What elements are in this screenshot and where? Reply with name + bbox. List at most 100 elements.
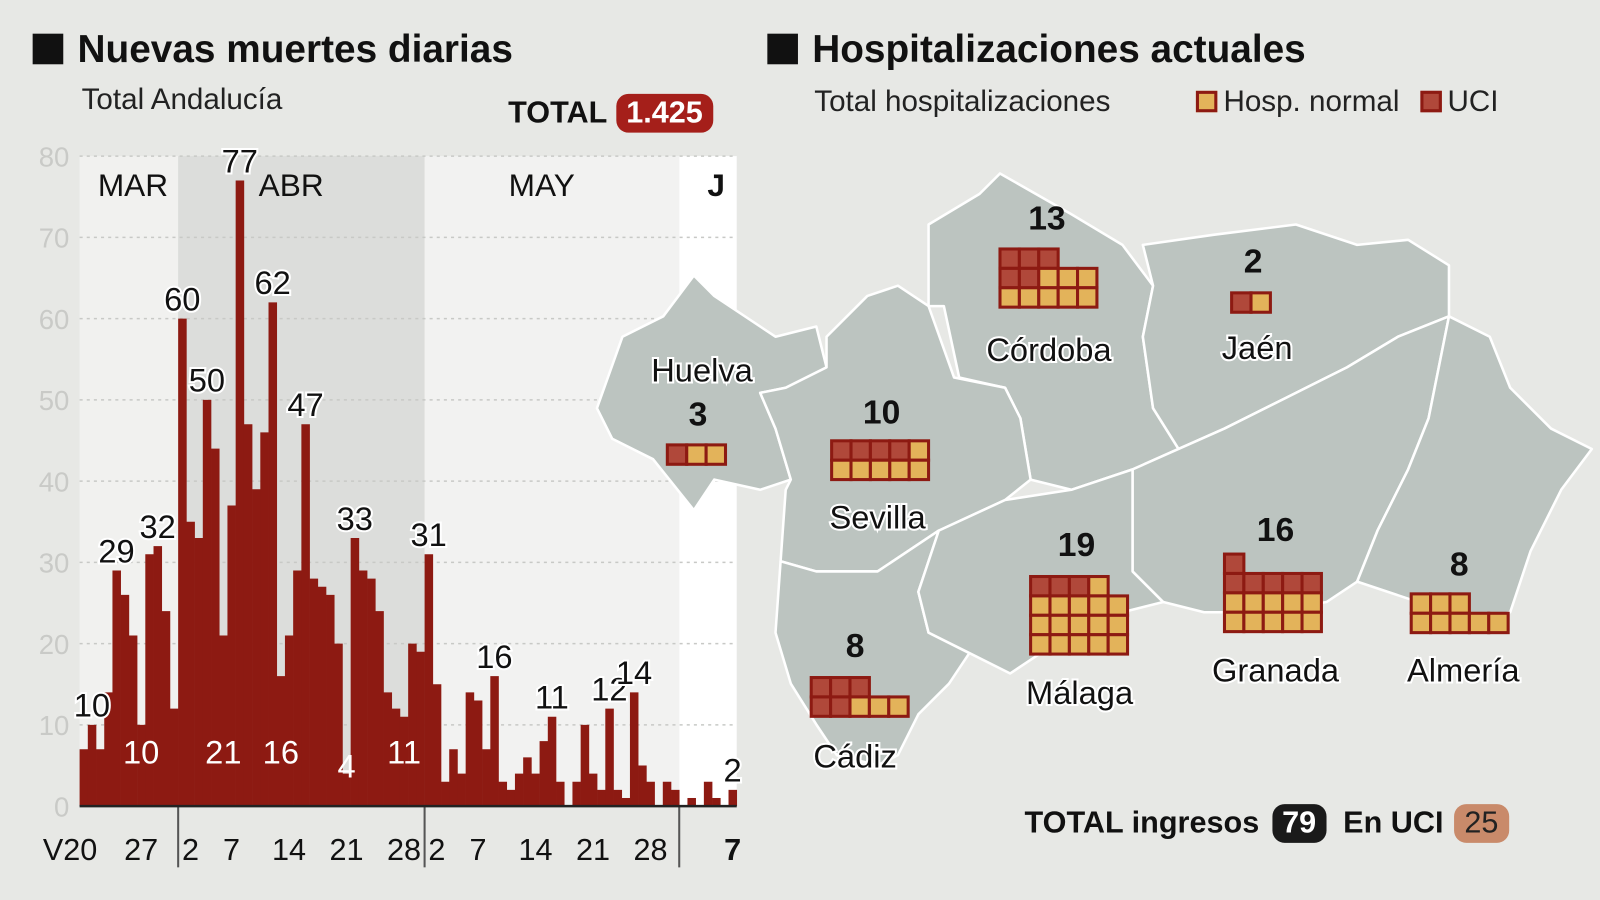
bar-value-label: 16 xyxy=(263,733,299,770)
bar xyxy=(375,611,384,807)
x-tick-label: 7 xyxy=(724,833,741,867)
normal-cell xyxy=(1056,286,1080,309)
normal-cell xyxy=(1106,594,1130,617)
bar xyxy=(531,773,540,807)
normal-cell xyxy=(1300,610,1323,634)
month-label: J xyxy=(707,167,725,203)
normal-cell xyxy=(1076,266,1099,290)
uci-cell xyxy=(809,676,833,699)
bar-value-label: 11 xyxy=(535,679,569,716)
normal-cell xyxy=(1067,633,1091,656)
province-name: Huelva xyxy=(651,352,753,389)
bar xyxy=(358,570,368,807)
normal-cell xyxy=(1037,266,1060,290)
bar xyxy=(712,797,721,807)
bar-value-label: 32 xyxy=(139,508,175,545)
month-label: ABR xyxy=(259,167,324,203)
title-square-icon xyxy=(32,33,64,65)
bar xyxy=(96,749,105,807)
uci-cell xyxy=(1029,574,1052,598)
normal-cell xyxy=(1106,633,1130,656)
normal-cell xyxy=(1067,613,1091,637)
deaths-total-badge: 1.425 xyxy=(615,93,714,133)
normal-cell xyxy=(1448,592,1471,615)
bar xyxy=(350,537,360,807)
bar xyxy=(556,781,565,807)
province-name: Córdoba xyxy=(986,331,1112,368)
normal-cell xyxy=(1429,611,1452,635)
bar xyxy=(416,651,425,807)
y-tick-label: 50 xyxy=(39,385,70,416)
bar xyxy=(728,789,738,807)
bar xyxy=(145,554,154,807)
uci-cell xyxy=(830,439,853,462)
normal-cell xyxy=(1281,591,1304,614)
bar xyxy=(194,537,204,807)
waffle xyxy=(1409,592,1510,635)
province-name: Málaga xyxy=(1026,674,1134,711)
bar xyxy=(408,643,417,807)
x-tick-label: 7 xyxy=(223,833,240,867)
legend-item-normal: Hosp. normal xyxy=(1195,86,1399,118)
bar xyxy=(219,635,228,807)
bar-value-label: 2 xyxy=(724,752,742,789)
bar xyxy=(284,635,294,807)
uci-cell xyxy=(1067,574,1091,598)
province-name: Cádiz xyxy=(813,737,896,774)
bar xyxy=(646,781,655,807)
normal-cell xyxy=(1261,610,1285,634)
bar xyxy=(112,570,121,807)
bar xyxy=(523,757,532,807)
normal-cell xyxy=(1242,610,1265,634)
normal-cell xyxy=(685,443,708,466)
uci-cell xyxy=(998,247,1021,270)
waffle xyxy=(665,443,728,466)
bar xyxy=(465,692,475,807)
normal-cell xyxy=(1281,610,1304,634)
legend-label: UCI xyxy=(1447,85,1499,119)
uci-cell xyxy=(809,695,833,718)
normal-cell xyxy=(1467,611,1491,635)
normal-cell xyxy=(1037,286,1060,309)
hosp-totals: TOTAL ingresos 79 En UCI 25 xyxy=(1024,804,1509,843)
normal-cell xyxy=(848,695,871,718)
deaths-total: TOTAL 1.425 xyxy=(508,93,714,133)
uci-cell xyxy=(998,266,1021,290)
bar xyxy=(687,797,696,807)
normal-cell xyxy=(1409,592,1433,615)
province-total: 16 xyxy=(1257,512,1294,549)
y-tick-label: 40 xyxy=(39,466,70,497)
normal-cell xyxy=(907,458,931,482)
y-tick-label: 70 xyxy=(39,223,70,254)
bar xyxy=(572,781,581,807)
bar xyxy=(621,797,631,807)
bar xyxy=(87,724,97,807)
x-tick-label: 28 xyxy=(387,833,421,867)
waffle xyxy=(1222,552,1323,634)
bar-value-label: 10 xyxy=(74,687,110,724)
bar xyxy=(662,781,672,807)
x-tick-label: 21 xyxy=(330,833,364,867)
normal-cell xyxy=(1106,613,1130,637)
bar-value-label: 21 xyxy=(205,733,241,770)
bar xyxy=(588,773,598,807)
bar xyxy=(367,578,376,807)
bar xyxy=(498,781,508,807)
x-tick-label: 28 xyxy=(633,833,667,867)
hosp-title-text: Hospitalizaciones actuales xyxy=(812,28,1306,72)
bar-value-label: 50 xyxy=(189,362,225,399)
normal-cell xyxy=(1087,594,1110,617)
bar-value-label: 77 xyxy=(222,142,258,179)
bar xyxy=(317,586,327,807)
province-total: 13 xyxy=(1028,201,1065,238)
bar xyxy=(703,781,713,807)
bar xyxy=(276,676,286,807)
bar-value-label: 11 xyxy=(387,733,421,770)
province-total: 2 xyxy=(1244,243,1263,280)
normal-cell xyxy=(1048,594,1071,617)
en-uci-badge: 25 xyxy=(1454,804,1509,843)
bar xyxy=(547,716,557,807)
bar-value-label: 47 xyxy=(287,386,323,423)
